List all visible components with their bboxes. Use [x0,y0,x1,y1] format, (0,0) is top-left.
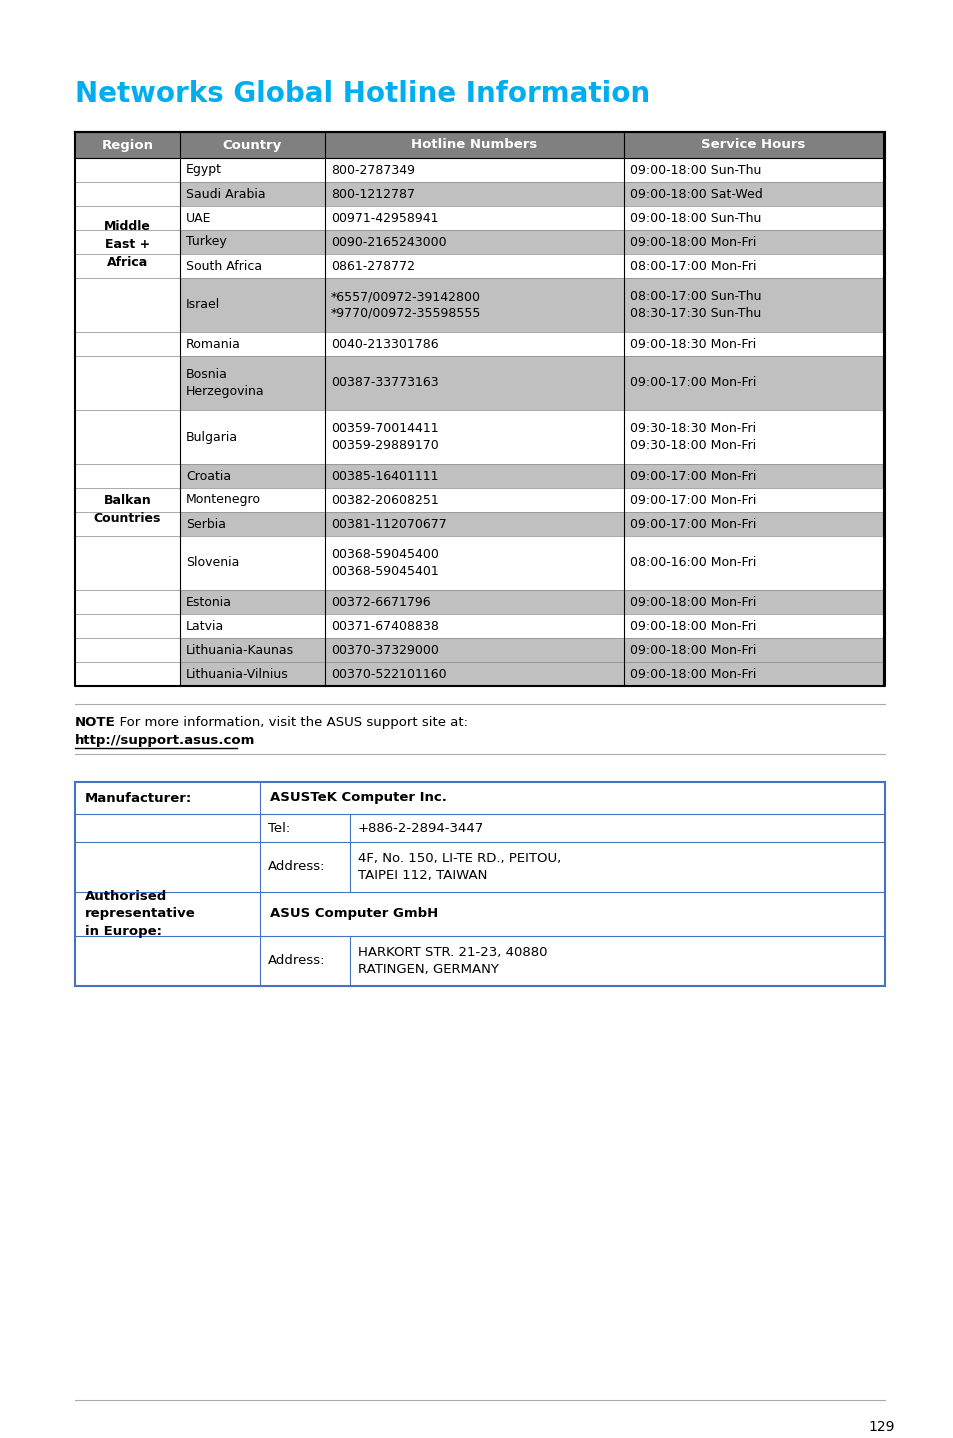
Text: Egypt: Egypt [186,164,222,177]
Text: Middle
East +
Africa: Middle East + Africa [104,220,151,269]
Bar [180,536,884,590]
Text: Serbia: Serbia [186,518,226,531]
Text: Region: Region [101,138,153,151]
Text: 08:00-17:00 Mon-Fri: 08:00-17:00 Mon-Fri [629,259,756,272]
Text: 00359-70014411
00359-29889170: 00359-70014411 00359-29889170 [331,421,438,452]
Text: 09:00-18:00 Mon-Fri: 09:00-18:00 Mon-Fri [629,667,756,680]
Text: 00370-522101160: 00370-522101160 [331,667,446,680]
Bar [75,782,884,986]
Text: 00385-16401111: 00385-16401111 [331,469,438,483]
Text: 00381-112070677: 00381-112070677 [331,518,446,531]
Text: 09:00-18:00 Sun-Thu: 09:00-18:00 Sun-Thu [629,164,760,177]
Text: : For more information, visit the ASUS support site at:: : For more information, visit the ASUS s… [111,716,468,729]
Text: UAE: UAE [186,211,212,224]
Text: Tel:: Tel: [268,821,290,834]
Text: Bulgaria: Bulgaria [186,430,238,443]
Text: 800-1212787: 800-1212787 [331,187,415,200]
Text: 08:00-17:00 Sun-Thu
08:30-17:30 Sun-Thu: 08:00-17:00 Sun-Thu 08:30-17:30 Sun-Thu [629,290,760,321]
Text: 09:00-17:00 Mon-Fri: 09:00-17:00 Mon-Fri [629,493,756,506]
Text: Latvia: Latvia [186,620,224,633]
Text: 09:00-18:00 Sun-Thu: 09:00-18:00 Sun-Thu [629,211,760,224]
Bar [180,464,884,487]
Text: 09:00-18:00 Mon-Fri: 09:00-18:00 Mon-Fri [629,643,756,657]
Bar [180,230,884,255]
Text: Lithuania-Vilnius: Lithuania-Vilnius [186,667,289,680]
Text: 08:00-16:00 Mon-Fri: 08:00-16:00 Mon-Fri [629,557,756,569]
Bar [180,255,884,278]
Bar [180,183,884,206]
Text: 4F, No. 150, LI-TE RD., PEITOU,
TAIPEI 112, TAIWAN: 4F, No. 150, LI-TE RD., PEITOU, TAIPEI 1… [357,851,560,881]
Text: 09:00-18:00 Mon-Fri: 09:00-18:00 Mon-Fri [629,595,756,608]
Text: Hotline Numbers: Hotline Numbers [411,138,537,151]
Text: 800-2787349: 800-2787349 [331,164,415,177]
Bar [180,590,884,614]
Text: 09:00-18:30 Mon-Fri: 09:00-18:30 Mon-Fri [629,338,756,351]
Bar [180,512,884,536]
Text: South Africa: South Africa [186,259,262,272]
Bar [180,158,884,183]
Text: 09:00-17:00 Mon-Fri: 09:00-17:00 Mon-Fri [629,377,756,390]
Bar [180,487,884,512]
Text: 00370-37329000: 00370-37329000 [331,643,438,657]
Text: Croatia: Croatia [186,469,231,483]
Bar [180,410,884,464]
Text: 129: 129 [867,1419,894,1434]
Text: 00387-33773163: 00387-33773163 [331,377,438,390]
Bar [180,357,884,410]
Text: Estonia: Estonia [186,595,232,608]
Text: +886-2-2894-3447: +886-2-2894-3447 [357,821,484,834]
Text: Lithuania-Kaunas: Lithuania-Kaunas [186,643,294,657]
Bar [180,614,884,638]
Bar [180,278,884,332]
Text: Service Hours: Service Hours [700,138,805,151]
Text: ASUS Computer GmbH: ASUS Computer GmbH [270,907,437,920]
Text: Address:: Address: [268,860,325,873]
Text: Balkan
Countries: Balkan Countries [93,493,161,525]
Text: Networks Global Hotline Information: Networks Global Hotline Information [75,81,649,108]
Text: 0040-213301786: 0040-213301786 [331,338,438,351]
Bar [75,158,180,332]
Text: Saudi Arabia: Saudi Arabia [186,187,265,200]
Text: Romania: Romania [186,338,240,351]
Text: 00368-59045400
00368-59045401: 00368-59045400 00368-59045401 [331,548,438,578]
Text: Bosnia
Herzegovina: Bosnia Herzegovina [186,368,264,398]
Text: ASUSTeK Computer Inc.: ASUSTeK Computer Inc. [270,791,446,804]
Text: Israel: Israel [186,299,220,312]
Bar [75,132,884,158]
Text: 00372-6671796: 00372-6671796 [331,595,430,608]
Text: 09:00-18:00 Mon-Fri: 09:00-18:00 Mon-Fri [629,620,756,633]
Text: Manufacturer:: Manufacturer: [85,791,193,804]
Text: Montenegro: Montenegro [186,493,261,506]
Text: Address:: Address: [268,955,325,968]
Bar [180,661,884,686]
Text: 0861-278772: 0861-278772 [331,259,415,272]
Text: 09:00-18:00 Mon-Fri: 09:00-18:00 Mon-Fri [629,236,756,249]
Text: Authorised
representative
in Europe:: Authorised representative in Europe: [85,890,195,938]
Text: *6557/00972-39142800
*9770/00972-35598555: *6557/00972-39142800 *9770/00972-3559855… [331,290,481,321]
Bar [180,206,884,230]
Text: HARKORT STR. 21-23, 40880
RATINGEN, GERMANY: HARKORT STR. 21-23, 40880 RATINGEN, GERM… [357,946,547,976]
Text: 09:00-18:00 Sat-Wed: 09:00-18:00 Sat-Wed [629,187,762,200]
Text: 00371-67408838: 00371-67408838 [331,620,438,633]
Text: 0090-2165243000: 0090-2165243000 [331,236,446,249]
Text: http://support.asus.com: http://support.asus.com [75,733,255,746]
Text: NOTE: NOTE [75,716,115,729]
Text: 09:00-17:00 Mon-Fri: 09:00-17:00 Mon-Fri [629,518,756,531]
Text: Country: Country [223,138,282,151]
Text: Turkey: Turkey [186,236,227,249]
Bar [180,332,884,357]
Text: 00382-20608251: 00382-20608251 [331,493,438,506]
Text: 00971-42958941: 00971-42958941 [331,211,438,224]
Text: 09:00-17:00 Mon-Fri: 09:00-17:00 Mon-Fri [629,469,756,483]
Bar [75,332,180,686]
Text: Slovenia: Slovenia [186,557,239,569]
Bar [180,638,884,661]
Text: 09:30-18:30 Mon-Fri
09:30-18:00 Mon-Fri: 09:30-18:30 Mon-Fri 09:30-18:00 Mon-Fri [629,421,756,452]
